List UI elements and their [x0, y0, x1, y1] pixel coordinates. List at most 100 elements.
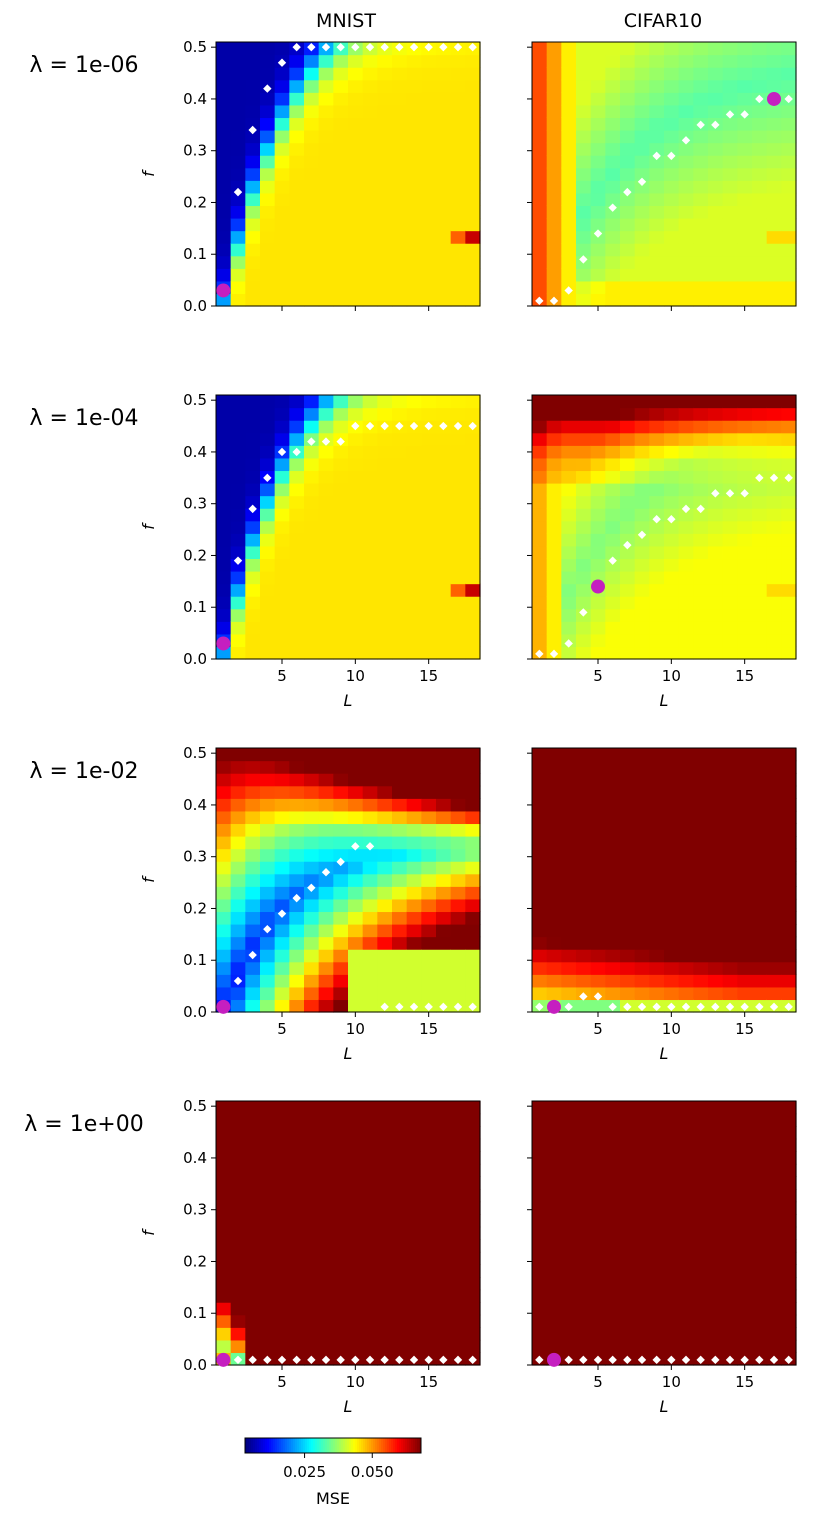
heatmap-cell	[737, 205, 753, 219]
heatmap-cell	[546, 130, 562, 144]
heatmap-cell	[576, 1201, 592, 1215]
heatmap-cell	[348, 483, 364, 497]
heatmap-cell	[781, 760, 797, 774]
argmin-marker	[307, 1355, 316, 1365]
heatmap-cell	[708, 1302, 724, 1316]
heatmap-cell	[693, 986, 709, 1001]
colorbar-segment	[259, 1438, 262, 1453]
colorbar-segment	[247, 1438, 250, 1453]
heatmap-cell	[620, 142, 636, 156]
heatmap-cell	[421, 205, 437, 219]
heatmap-cell	[362, 483, 378, 497]
heatmap-cell	[450, 1277, 466, 1291]
heatmap-cell	[260, 432, 276, 446]
heatmap-cell	[737, 633, 753, 648]
heatmap-cell	[260, 1239, 276, 1253]
heatmap-cell	[737, 596, 753, 610]
heatmap-cell	[634, 1126, 650, 1140]
heatmap-cell	[693, 155, 709, 169]
heatmap-cell	[737, 848, 753, 862]
heatmap-cell	[274, 545, 290, 560]
heatmap-cell	[421, 961, 437, 975]
heatmap-cell	[678, 621, 694, 635]
heatmap-cell	[304, 861, 320, 875]
heatmap-cell	[245, 205, 261, 219]
heatmap-cell	[289, 999, 305, 1013]
heatmap-cell	[590, 924, 606, 938]
heatmap-cell	[678, 596, 694, 610]
heatmap-cell	[576, 192, 592, 207]
heatmap-cell	[708, 470, 724, 484]
heatmap-cell	[781, 104, 797, 119]
heatmap-cell	[421, 911, 437, 925]
heatmap-cell	[620, 924, 636, 938]
heatmap-cell	[722, 1277, 738, 1291]
heatmap-cell	[649, 432, 665, 446]
heatmap-cell	[450, 255, 466, 269]
heatmap-cell	[590, 218, 606, 232]
heatmap-cell	[348, 508, 364, 522]
heatmap-cell	[406, 1101, 422, 1115]
heatmap-cell	[620, 810, 636, 825]
heatmap-cell	[532, 407, 548, 421]
heatmap-cell	[260, 395, 276, 409]
heatmap-cell	[274, 936, 290, 950]
colorbar-segment	[263, 1438, 266, 1453]
x-tick-label: 15	[419, 1020, 438, 1038]
argmin-marker	[725, 1002, 735, 1012]
argmin-marker	[608, 1002, 617, 1012]
heatmap-cell	[752, 760, 768, 774]
heatmap-cell	[737, 961, 753, 975]
heatmap-cell	[289, 949, 305, 963]
heatmap-cell	[230, 1151, 246, 1165]
argmin-marker	[652, 1355, 661, 1365]
heatmap-cell	[465, 596, 481, 610]
heatmap-cell	[561, 1339, 577, 1354]
heatmap-cell	[377, 155, 393, 169]
heatmap-cell	[260, 407, 276, 421]
heatmap-cell	[590, 823, 606, 837]
heatmap-cell	[289, 1289, 305, 1303]
heatmap-cell	[649, 836, 665, 850]
heatmap-cell	[304, 457, 320, 472]
heatmap-cell	[576, 1176, 592, 1190]
heatmap-cell	[546, 886, 562, 900]
heatmap-cell	[546, 1277, 562, 1291]
heatmap-cell	[649, 748, 665, 762]
colorbar-segment	[297, 1438, 300, 1453]
heatmap-cell	[576, 1251, 592, 1266]
colorbar-segment	[377, 1438, 380, 1453]
heatmap-cell	[333, 1176, 349, 1190]
heatmap-cell	[664, 898, 680, 913]
heatmap-cell	[678, 1339, 694, 1354]
heatmap-cell	[436, 395, 452, 409]
heatmap-cell	[304, 986, 320, 1001]
heatmap-cell	[274, 1302, 290, 1316]
heatmap-cell	[406, 432, 422, 446]
heatmap-cell	[436, 130, 452, 144]
colorbar-segment	[291, 1438, 294, 1453]
heatmap-cell	[752, 949, 768, 963]
heatmap-cell	[318, 1239, 334, 1253]
heatmap-cell	[693, 420, 709, 434]
colorbar-segment	[349, 1438, 352, 1453]
heatmap-cell	[465, 1251, 481, 1266]
heatmap-cell	[304, 1251, 320, 1266]
heatmap-cell	[392, 798, 408, 812]
heatmap-cell	[216, 1151, 232, 1165]
heatmap-cell	[766, 633, 782, 648]
heatmap-cell	[333, 911, 349, 925]
heatmap-cell	[590, 495, 606, 509]
heatmap-cell	[406, 760, 422, 774]
argmin-marker	[725, 110, 735, 119]
heatmap-cell	[722, 974, 738, 988]
heatmap-cell	[289, 1201, 305, 1215]
heatmap-cell	[245, 1138, 261, 1152]
heatmap-cell	[289, 596, 305, 610]
heatmap-cell	[245, 104, 261, 119]
heatmap-cell	[392, 79, 408, 93]
heatmap-cell	[377, 898, 393, 913]
heatmap-cell	[406, 483, 422, 497]
heatmap-cell	[216, 936, 232, 950]
heatmap-cell	[318, 180, 334, 194]
